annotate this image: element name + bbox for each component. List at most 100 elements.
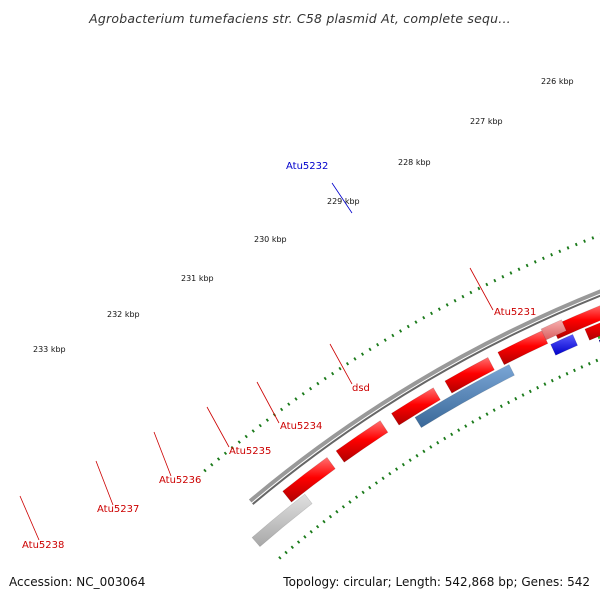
tick-mark (525, 263, 529, 268)
tick-mark (457, 428, 461, 432)
tick-mark (279, 407, 284, 412)
tick-mark (335, 509, 339, 514)
tick-mark (294, 397, 298, 401)
gene-label-atu5237: Atu5237 (97, 504, 139, 515)
tick-mark (445, 303, 449, 307)
gene-label-atu5236: Atu5236 (159, 475, 201, 486)
tick-mark (583, 239, 586, 243)
tick-mark (381, 476, 385, 481)
accession-text: Accession: NC_003064 (9, 575, 146, 589)
tick-mark (492, 408, 496, 412)
tick-mark (376, 342, 380, 347)
tick-mark (533, 260, 537, 264)
tick-mark (536, 385, 540, 390)
tick-mark (360, 352, 365, 356)
tick-mark (368, 485, 372, 490)
tick-mark (558, 249, 562, 254)
gene-label-dsd: dsd (352, 383, 370, 394)
tick-mark (429, 445, 433, 449)
leader-dsd (329, 343, 353, 385)
tick-mark (471, 420, 475, 424)
tick-mark (258, 423, 262, 428)
tick-mark (550, 253, 554, 257)
tick-mark (478, 416, 482, 420)
tick-mark (391, 333, 395, 338)
tick-mark (507, 400, 511, 405)
tick-mark (509, 271, 513, 275)
gene-block-atu5238 (251, 493, 313, 548)
tick-mark (210, 463, 214, 467)
tick-mark (499, 404, 503, 409)
gene-block-forward (497, 330, 549, 366)
gene-label-atu5235: Atu5235 (229, 446, 271, 457)
gene-block-forward (444, 357, 495, 394)
tick-mark (348, 500, 352, 504)
gene-block-atu5231 (584, 322, 600, 341)
tick-mark (374, 481, 379, 485)
tick-label: 229 kbp (327, 197, 360, 206)
tick-mark (309, 530, 313, 534)
leader-atu5231 (469, 267, 494, 311)
tick-mark (399, 329, 403, 333)
tick-mark (244, 434, 248, 439)
tick-mark (517, 267, 521, 271)
tick-mark (223, 451, 228, 456)
tick-mark (422, 449, 426, 454)
tick-mark (237, 440, 241, 444)
tick-mark (338, 366, 342, 371)
tick-mark (591, 236, 595, 240)
tick-label: 232 kbp (107, 310, 140, 319)
backbone-inner (252, 294, 600, 505)
tick-mark (587, 361, 591, 366)
tick-mark (353, 357, 357, 361)
leader-atu5232 (331, 182, 353, 214)
tick-mark (408, 458, 412, 462)
tick-mark (354, 495, 359, 499)
tick-mark (485, 412, 489, 416)
tick-mark (566, 246, 570, 250)
tick-mark (528, 389, 532, 394)
tick-mark (290, 545, 294, 549)
gene-block-dsd (414, 364, 515, 429)
tick-mark (443, 436, 447, 441)
gene-block-atu5232 (540, 319, 567, 341)
tick-mark (414, 320, 418, 324)
tick-mark (278, 556, 282, 560)
tick-label: 233 kbp (33, 345, 66, 354)
gene-block-blue-feature (550, 334, 578, 356)
tick-mark (383, 338, 387, 342)
tick-mark (296, 540, 301, 544)
gene-label-atu5232: Atu5232 (286, 161, 328, 172)
gene-label-atu5231: Atu5231 (494, 307, 536, 318)
tick-mark (415, 453, 419, 458)
tick-mark (322, 519, 326, 524)
tick-mark (430, 311, 434, 316)
tick-mark (580, 365, 584, 369)
tick-mark (361, 490, 365, 495)
leader-atu5236 (153, 431, 172, 477)
tick-mark (574, 242, 578, 247)
tick-mark (469, 290, 473, 295)
tick-mark (453, 298, 457, 303)
leader-atu5235 (206, 406, 230, 448)
leader-atu5238 (19, 495, 40, 541)
tick-mark (565, 371, 569, 376)
tick-mark (328, 514, 333, 519)
gene-block-forward (335, 420, 389, 463)
tick-mark (543, 382, 547, 386)
tick-mark (341, 505, 346, 509)
tick-mark (284, 550, 288, 555)
tick-mark (401, 462, 405, 467)
tick-mark (450, 432, 454, 437)
tick-mark (501, 275, 505, 279)
tick-mark (485, 282, 489, 287)
tick-mark (521, 393, 525, 397)
tick-mark (595, 358, 599, 363)
tick-mark (541, 256, 545, 261)
tick-mark (315, 524, 320, 529)
tick-mark (301, 392, 305, 396)
tick-mark (550, 378, 554, 383)
tick-mark (323, 376, 327, 381)
tick-label: 227 kbp (470, 117, 503, 126)
